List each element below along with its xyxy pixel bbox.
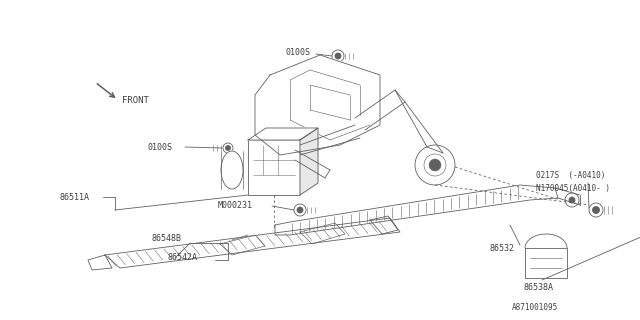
- Text: M000231: M000231: [218, 201, 253, 210]
- Polygon shape: [105, 218, 400, 268]
- Circle shape: [429, 159, 441, 171]
- Circle shape: [223, 143, 233, 153]
- Circle shape: [415, 145, 455, 185]
- Polygon shape: [300, 128, 318, 195]
- Text: 0217S  (-A0410): 0217S (-A0410): [536, 171, 605, 180]
- Text: N170045(A0410- ): N170045(A0410- ): [536, 183, 610, 193]
- Circle shape: [332, 50, 344, 62]
- Text: A871001095: A871001095: [512, 303, 558, 313]
- Circle shape: [354, 82, 366, 94]
- Ellipse shape: [221, 151, 243, 189]
- Polygon shape: [248, 128, 318, 140]
- Circle shape: [225, 146, 230, 150]
- Circle shape: [297, 207, 303, 213]
- Text: 86532: 86532: [490, 244, 515, 252]
- Circle shape: [569, 197, 575, 203]
- Text: FRONT: FRONT: [122, 95, 149, 105]
- Text: 0100S: 0100S: [148, 142, 173, 151]
- Circle shape: [357, 85, 363, 91]
- Circle shape: [424, 154, 446, 176]
- Polygon shape: [255, 55, 380, 155]
- Text: 86511A: 86511A: [60, 193, 90, 202]
- Circle shape: [335, 53, 341, 59]
- Text: 86548B: 86548B: [152, 234, 182, 243]
- Text: 86542A: 86542A: [168, 253, 198, 262]
- Circle shape: [294, 204, 306, 216]
- FancyBboxPatch shape: [248, 140, 300, 195]
- Text: 86538A: 86538A: [524, 284, 554, 292]
- Circle shape: [589, 203, 603, 217]
- Circle shape: [593, 206, 600, 213]
- Circle shape: [565, 193, 579, 207]
- Text: 0100S: 0100S: [286, 47, 311, 57]
